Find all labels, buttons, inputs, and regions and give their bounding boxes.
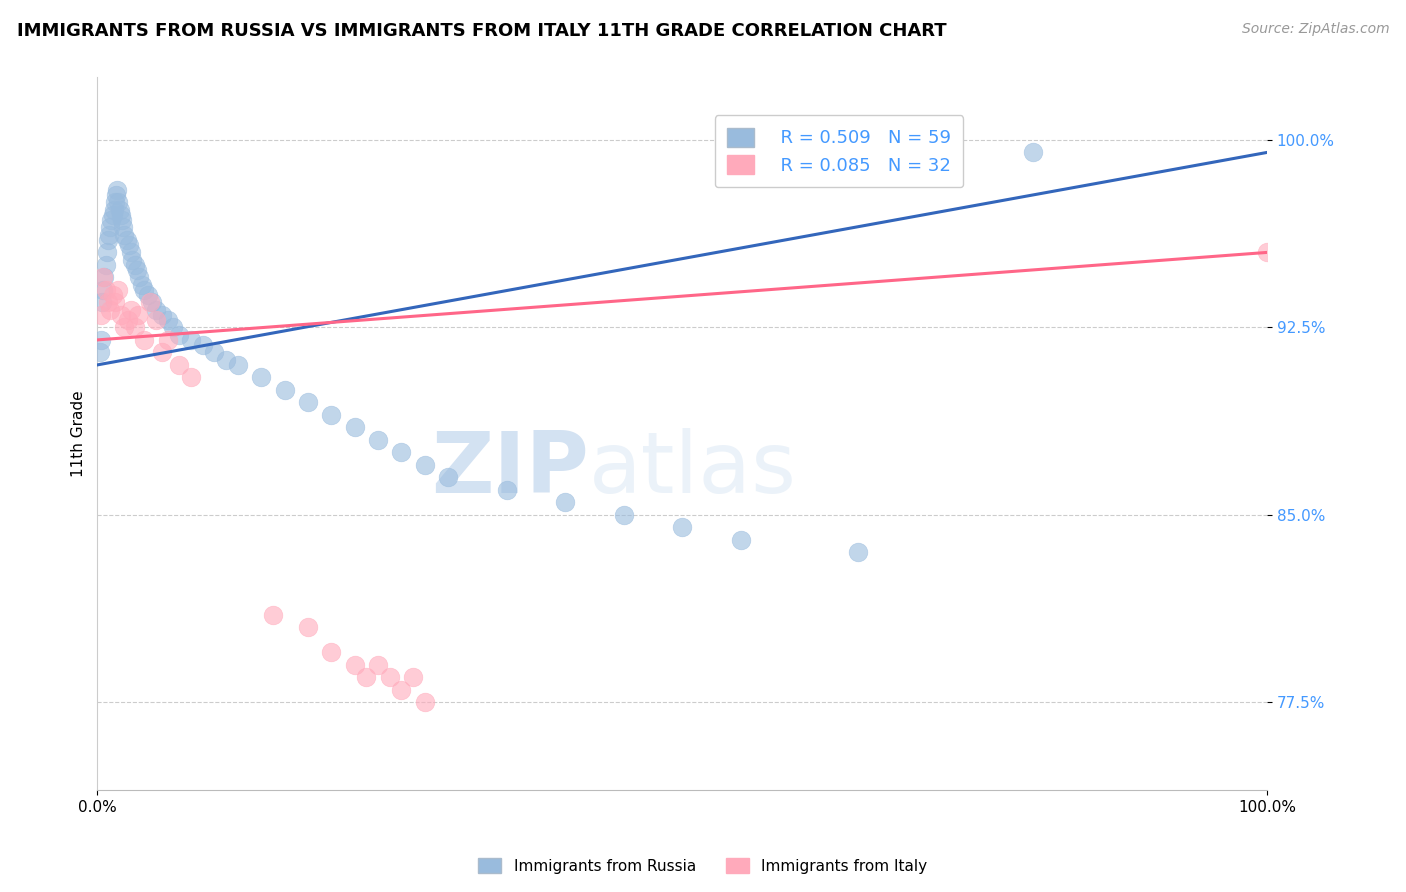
Point [215,352,238,367]
Point [262,607,284,622]
Point [94,258,117,272]
Point [104,195,127,210]
Point [134,333,156,347]
Point [89,345,111,359]
Point [145,313,167,327]
Point [139,295,162,310]
Point [128,270,150,285]
Point [250,370,273,384]
Point [112,220,135,235]
Point [134,283,156,297]
Point [321,408,343,422]
Point [127,308,149,322]
Legend:   R = 0.509   N = 59,   R = 0.085   N = 32: R = 0.509 N = 59, R = 0.085 N = 32 [714,115,963,187]
Point [98,220,121,235]
Point [107,283,129,297]
Point [554,495,576,509]
Point [730,533,752,547]
Text: Source: ZipAtlas.com: Source: ZipAtlas.com [1241,22,1389,37]
Point [98,227,121,242]
Point [226,358,249,372]
Point [343,420,366,434]
Point [121,252,143,267]
Point [671,520,693,534]
Point [127,263,149,277]
Point [191,338,214,352]
Point [131,277,153,292]
Point [105,183,128,197]
Point [613,508,636,522]
Point [156,313,179,327]
Point [413,458,436,472]
Point [391,682,413,697]
Point [100,213,122,227]
Point [1022,145,1045,160]
Point [297,395,319,409]
Point [156,333,179,347]
Point [90,333,112,347]
Point [167,327,190,342]
Point [101,208,124,222]
Point [356,670,378,684]
Text: ZIP: ZIP [430,428,589,511]
Point [150,345,173,359]
Text: IMMIGRANTS FROM RUSSIA VS IMMIGRANTS FROM ITALY 11TH GRADE CORRELATION CHART: IMMIGRANTS FROM RUSSIA VS IMMIGRANTS FRO… [17,22,946,40]
Point [101,288,124,302]
Point [202,345,225,359]
Point [413,695,436,709]
Point [94,283,117,297]
Point [391,445,413,459]
Point [91,283,114,297]
Legend: Immigrants from Russia, Immigrants from Italy: Immigrants from Russia, Immigrants from … [472,852,934,880]
Point [107,195,129,210]
Point [321,645,343,659]
Point [93,270,115,285]
Point [180,370,202,384]
Point [120,245,142,260]
Point [90,308,112,322]
Point [112,227,135,242]
Point [97,233,120,247]
Point [343,657,366,672]
Point [402,670,425,684]
Point [495,483,517,497]
Point [117,313,139,327]
Point [367,657,389,672]
Point [136,288,159,302]
Point [180,333,202,347]
Point [111,213,134,227]
Point [150,308,173,322]
Point [110,208,132,222]
Point [91,295,114,310]
Point [91,270,114,285]
Point [110,308,132,322]
Point [115,233,138,247]
Point [97,295,120,310]
Point [141,295,163,310]
Point [118,238,141,252]
Point [273,383,295,397]
Point [378,670,401,684]
Point [145,302,167,317]
Point [103,202,125,217]
Point [1256,245,1278,260]
Y-axis label: 11th Grade: 11th Grade [72,391,86,477]
Point [112,320,135,334]
Text: atlas: atlas [589,428,797,511]
Point [846,545,869,559]
Point [124,258,146,272]
Point [105,188,128,202]
Point [162,320,184,334]
Point [108,202,131,217]
Point [98,302,121,317]
Point [167,358,190,372]
Point [437,470,460,484]
Point [104,295,127,310]
Point [96,245,118,260]
Point [124,320,146,334]
Point [367,433,389,447]
Point [120,302,142,317]
Point [297,620,319,634]
